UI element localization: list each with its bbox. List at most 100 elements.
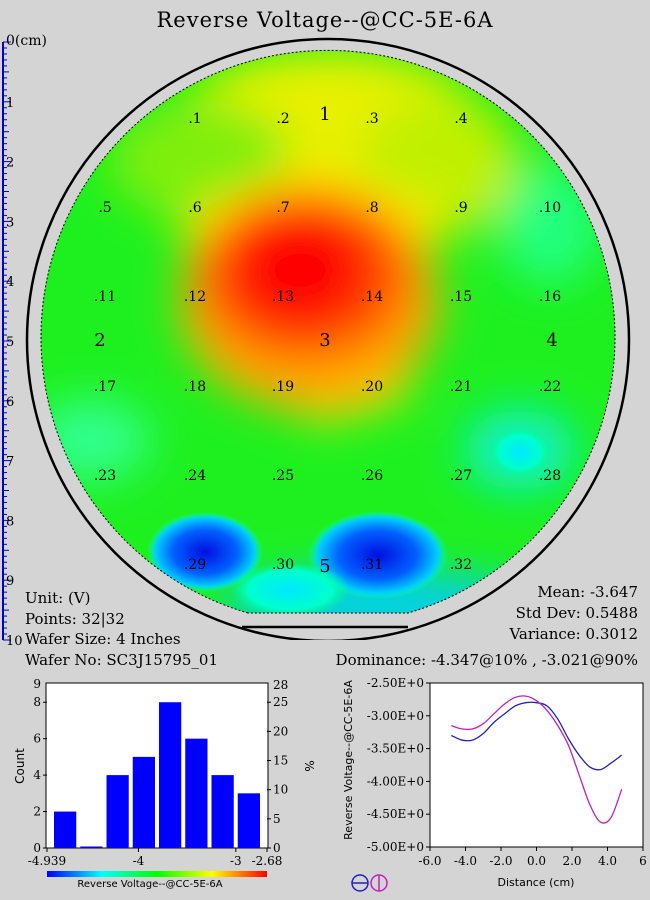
region-label: 3 <box>319 330 330 351</box>
site-label: .24 <box>184 468 206 484</box>
site-label: .28 <box>539 468 561 484</box>
ruler-label: 8 <box>6 514 14 529</box>
unit-text: Unit: (V) <box>25 589 91 607</box>
profile-ytick-label: -4.00E+0 <box>367 774 424 788</box>
profile-xtick-label: -6.0 <box>418 854 441 868</box>
histogram-ytick-top-label: 9 <box>33 677 41 691</box>
site-label: .5 <box>98 200 111 216</box>
profile-axes: -2.50E+0 -3.00E+0 -3.50E+0 -4.00E+0 -4.50E+0… <box>367 676 647 868</box>
histogram-ylabel: Count <box>13 748 27 784</box>
ruler-unit-label: 0(cm) <box>6 33 47 49</box>
histogram-bar <box>211 775 234 848</box>
site-label: .17 <box>94 379 116 395</box>
histogram-xtick-label: -4 <box>133 854 145 868</box>
ruler-label: 2 <box>6 156 14 171</box>
site-label: .1 <box>188 111 201 127</box>
site-label: .32 <box>450 557 472 573</box>
ruler-label: 9 <box>6 574 14 589</box>
cm-ruler: 1 2 3 4 5 6 7 8 9 10 <box>2 41 23 649</box>
site-label: .2 <box>276 111 289 127</box>
profile-series-line <box>451 695 623 824</box>
ruler-label: 10 <box>6 634 23 649</box>
profile-plot-area <box>429 682 644 848</box>
colorbar-label: Reverse Voltage--@CC-5E-6A <box>77 879 222 890</box>
site-label: .11 <box>94 289 116 305</box>
profile-xtick-label: -4.0 <box>454 854 477 868</box>
histogram-bar <box>159 702 182 848</box>
wafer-map: .1 .2 .3 .4 .5 .6 .7 .8 .9 .10 .11 .12 .13 .14 .15 .16.… <box>25 37 631 640</box>
profile-ytick-label: -3.50E+0 <box>367 742 424 756</box>
profile-xlabel: Distance (cm) <box>498 876 575 889</box>
circle-vertical-icon[interactable] <box>370 874 388 892</box>
site-label: .8 <box>365 200 378 216</box>
wafer-outer-edge <box>25 37 631 640</box>
profile-xtick-label: -2.0 <box>489 854 512 868</box>
histogram-bar <box>54 811 77 848</box>
site-label: .26 <box>361 468 383 484</box>
histogram-bar <box>80 846 103 848</box>
histogram-y2tick-label: 0 <box>273 841 281 855</box>
histogram-axes: 0 2 4 6 8 9 0 5 10 15 20 25 28 -4.939 -4 -3 -2.68 <box>28 677 288 868</box>
histogram-y2tick-label: 25 <box>273 695 288 709</box>
site-label: .20 <box>361 379 383 395</box>
profile-ylabel: Reverse Voltage--@CC-5E-6A <box>342 680 355 840</box>
site-label: .14 <box>361 289 383 305</box>
site-label: .7 <box>276 200 289 216</box>
histogram-y2tick-label: 20 <box>273 724 288 738</box>
site-label: .9 <box>454 200 467 216</box>
circle-minus-icon[interactable] <box>351 874 369 892</box>
site-label: .16 <box>539 289 561 305</box>
site-label: .4 <box>454 111 467 127</box>
colorbar <box>47 871 267 877</box>
site-label: .10 <box>539 200 561 216</box>
site-labels: .1 .2 .3 .4 .5 .6 .7 .8 .9 .10 .11 .12 .13 .14 .15 .16.… <box>94 111 561 573</box>
mean-text: Mean: -3.647 <box>537 583 638 601</box>
variance-text: Variance: 0.3012 <box>509 625 638 643</box>
std-dev-text: Std Dev: 0.5488 <box>515 604 638 622</box>
histogram-y2tick-label: 10 <box>273 783 288 797</box>
histogram-y2tick-label: 5 <box>273 812 281 826</box>
profile-ytick-label: -5.00E+0 <box>367 840 424 854</box>
profile-ytick-label: -2.50E+0 <box>367 676 424 690</box>
histogram-bar <box>132 756 155 848</box>
histogram-y2tick-top-label: 28 <box>273 678 288 692</box>
histogram-bar <box>185 738 208 848</box>
region-labels: 1 2 3 4 5 <box>94 104 557 577</box>
site-label: .21 <box>450 379 472 395</box>
histogram-xtick-label: -3 <box>230 854 242 868</box>
ruler-ticks <box>3 41 11 641</box>
site-label: .3 <box>365 111 378 127</box>
wafer-no-text: Wafer No: SC3J15795_01 <box>25 651 219 669</box>
profile-lines <box>451 695 623 824</box>
profile-series-line <box>451 701 623 771</box>
histogram-bar <box>106 775 129 848</box>
histogram-ytick-label: 2 <box>33 805 41 819</box>
region-label: 2 <box>94 330 105 351</box>
histogram-ytick-label: 6 <box>33 732 41 746</box>
site-label: .13 <box>272 289 294 305</box>
site-label: .18 <box>184 379 206 395</box>
profile-xtick-label: 0.0 <box>527 854 546 868</box>
ruler-label: 7 <box>6 455 14 470</box>
ruler-label: 6 <box>6 395 14 410</box>
region-label: 5 <box>319 556 330 577</box>
ruler-label: 1 <box>6 96 14 111</box>
profile-ytick-label: -3.00E+0 <box>367 709 424 723</box>
site-label: .30 <box>272 557 294 573</box>
region-label: 1 <box>319 104 330 125</box>
site-label: .12 <box>184 289 206 305</box>
histogram-ytick-label: 8 <box>33 695 41 709</box>
site-label: .29 <box>184 557 206 573</box>
profile-xtick-label: 4.0 <box>598 854 617 868</box>
ruler-label: 5 <box>6 335 14 350</box>
histogram-ytick-label: 0 <box>33 841 41 855</box>
ruler-labels: 1 2 3 4 5 6 7 8 9 10 <box>6 96 23 649</box>
histogram-y2tick-label: 15 <box>273 754 288 768</box>
ruler-label: 4 <box>6 275 14 290</box>
wafer-inner-edge <box>40 49 616 614</box>
histogram-xtick-label: -4.939 <box>28 854 66 868</box>
points-text: Points: 32|32 <box>25 610 125 628</box>
histogram-y2label: % <box>302 760 316 771</box>
histogram-plot-area <box>45 682 269 849</box>
histogram-xtick-label: -2.68 <box>252 854 283 868</box>
